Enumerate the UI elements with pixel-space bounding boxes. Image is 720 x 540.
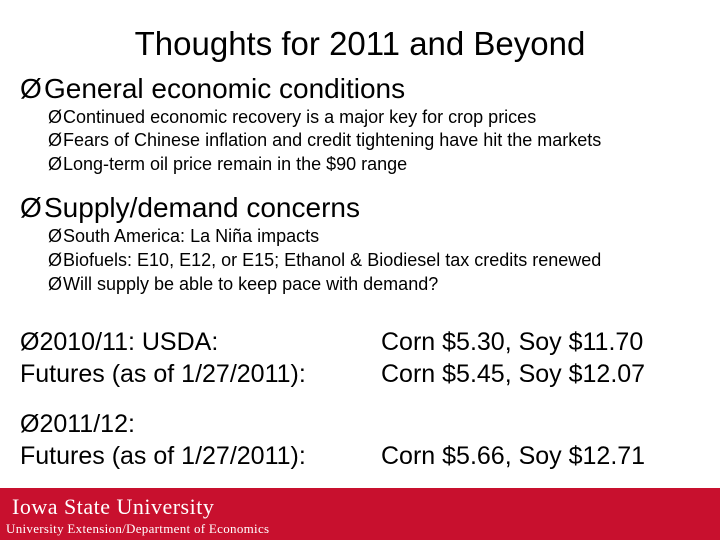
bullet-item: ØLong-term oil price remain in the $90 r… (48, 154, 408, 174)
footer-bar: Iowa State University University Extensi… (0, 488, 720, 540)
department-text: University Extension/Department of Econo… (6, 521, 270, 536)
bullet-arrow-icon: Ø (48, 130, 63, 150)
bullet-item: ØSouth America: La Niña impacts (48, 226, 320, 246)
bullet-arrow-icon: Ø (48, 250, 63, 270)
section-heading-economic: ØGeneral economic conditions (20, 73, 406, 104)
bullet-arrow-icon: Ø (48, 274, 63, 294)
futures-price-2010-11: Corn $5.45, Soy $12.07 (381, 360, 646, 388)
bullet-arrow-icon: Ø (48, 226, 63, 246)
futures-label-2010-11: Futures (as of 1/27/2011): (20, 360, 306, 388)
bullet-item: ØContinued economic recovery is a major … (48, 107, 537, 127)
bullet-arrow-icon: Ø (20, 73, 42, 104)
bullet-arrow-icon: Ø (48, 154, 63, 174)
futures-label-2011-12: Futures (as of 1/27/2011): (20, 442, 306, 470)
slide-title: Thoughts for 2011 and Beyond (134, 25, 586, 62)
section-heading-supply: ØSupply/demand concerns (20, 192, 360, 223)
bullet-item: ØFears of Chinese inflation and credit t… (48, 130, 602, 150)
bullet-arrow-icon: Ø (20, 410, 40, 438)
price-label-2010-11: Ø2010/11: USDA: (20, 328, 219, 356)
bullet-arrow-icon: Ø (20, 192, 42, 223)
usda-price-2010-11: Corn $5.30, Soy $11.70 (381, 328, 644, 356)
bullet-item: ØWill supply be able to keep pace with d… (48, 274, 439, 294)
university-logo-text: Iowa State University (12, 494, 215, 519)
bullet-item: ØBiofuels: E10, E12, or E15; Ethanol & B… (48, 250, 602, 270)
price-label-2011-12: Ø2011/12: (20, 410, 135, 438)
bullet-arrow-icon: Ø (48, 107, 63, 127)
futures-price-2011-12: Corn $5.66, Soy $12.71 (381, 442, 646, 470)
bullet-arrow-icon: Ø (20, 328, 40, 356)
